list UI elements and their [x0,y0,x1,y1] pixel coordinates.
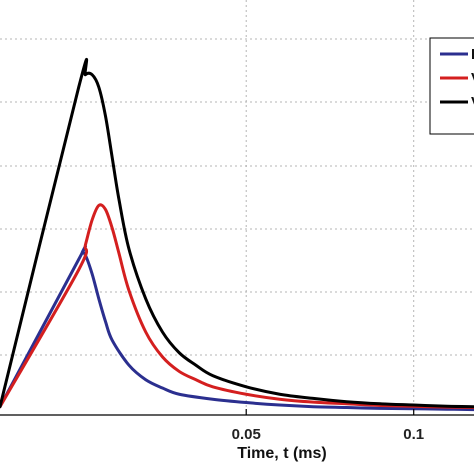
legend-box [429,37,474,135]
x-tick-labels: 0.05 0.1 [232,426,425,443]
legend-items: IVV [440,46,474,111]
legend-label-0: I [471,46,474,63]
series-group [0,57,474,412]
series-line-2 [0,57,474,409]
legend: IVV [429,37,474,135]
x-tick-label-1: 0.1 [403,426,424,443]
x-tick-label-0: 0.05 [232,426,261,443]
x-axis-title: Time, t (ms) [237,445,327,462]
x-tick-marks [245,409,415,415]
series-line-1 [0,203,474,410]
grid-lines [0,0,474,415]
legend-label-2: V [471,94,474,111]
legend-label-1: V [471,70,474,87]
